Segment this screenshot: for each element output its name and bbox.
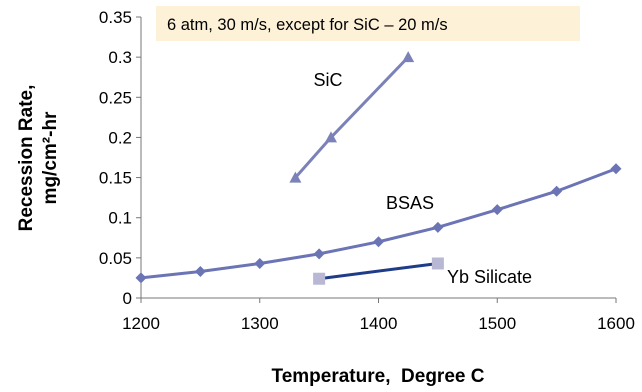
data-point-bsas xyxy=(254,257,266,269)
data-point-bsas xyxy=(491,204,503,216)
x-tick-label: 1400 xyxy=(360,314,398,333)
data-point-sic xyxy=(402,51,415,63)
y-tick-label: 0.2 xyxy=(108,128,132,147)
y-axis-title-line2: mg/cm²-hr xyxy=(40,111,61,205)
y-tick-label: 0.35 xyxy=(99,8,132,27)
data-point-sic xyxy=(289,171,302,183)
x-tick-label: 1600 xyxy=(597,314,635,333)
data-point-yb-silicate xyxy=(431,257,444,270)
data-point-bsas xyxy=(610,163,622,175)
y-tick-label: 0.1 xyxy=(108,209,132,228)
x-tick-label: 1200 xyxy=(122,314,160,333)
series-label-bsas: BSAS xyxy=(386,193,434,213)
x-axis-title: Temperature, Degree C xyxy=(272,366,485,387)
data-point-bsas xyxy=(373,236,384,248)
data-point-bsas xyxy=(313,248,325,260)
series-label-sic: SiC xyxy=(313,70,342,90)
y-tick-label: 0 xyxy=(123,289,132,308)
y-tick-label: 0.15 xyxy=(99,169,132,188)
annotation-text: 6 atm, 30 m/s, except for SiC – 20 m/s xyxy=(167,16,448,34)
data-point-sic xyxy=(325,131,337,143)
y-tick-label: 0.25 xyxy=(99,88,132,107)
y-tick-label: 0.3 xyxy=(108,48,132,67)
series-layer xyxy=(135,51,622,285)
x-tick-label: 1500 xyxy=(478,314,516,333)
series-line-bsas xyxy=(140,167,617,280)
y-tick-label: 0.05 xyxy=(99,249,132,268)
data-point-bsas xyxy=(551,185,563,197)
x-tick-label: 1300 xyxy=(241,314,279,333)
data-point-yb-silicate xyxy=(313,272,326,285)
y-axis-title-line1: Recession Rate, xyxy=(16,85,37,232)
data-point-bsas xyxy=(194,266,206,278)
ticks-layer: 0 0.05 0.1 0.15 0.2 0.25 0.3 0.35 1200 1300 1400 15… xyxy=(99,8,635,333)
annotation-box xyxy=(156,6,580,41)
series-line-sic xyxy=(294,56,410,179)
data-point-bsas xyxy=(135,272,147,284)
data-point-bsas xyxy=(432,221,444,233)
series-label-yb-silicate: Yb Silicate xyxy=(447,267,532,287)
series-line-yb-silicate xyxy=(318,261,439,281)
